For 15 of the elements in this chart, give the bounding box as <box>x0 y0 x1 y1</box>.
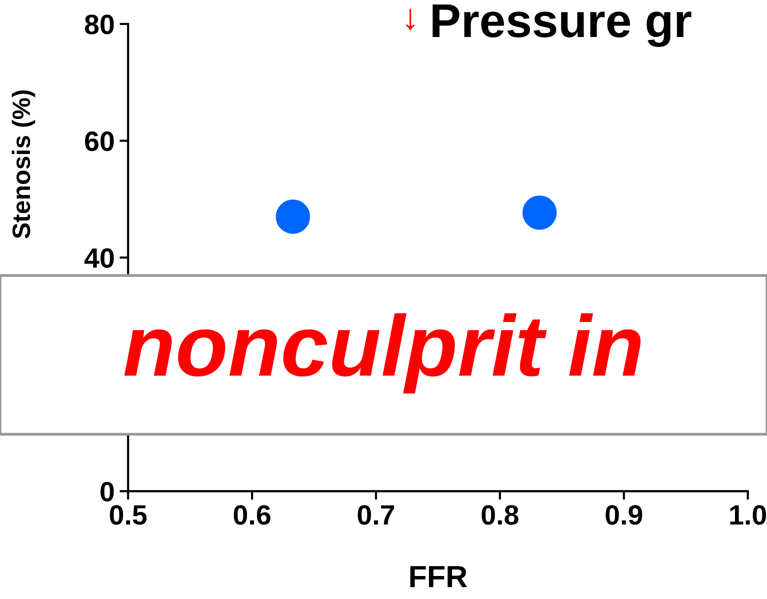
annotation: ↓ <box>406 8 415 30</box>
annotation: nonculprit in <box>124 313 641 394</box>
x-tick-label: 0.8 <box>482 505 518 525</box>
x-tick-label: 0.9 <box>606 505 642 525</box>
y-tick-label: 40 <box>84 248 114 268</box>
y-tick-label: 0 <box>100 482 114 502</box>
x-axis-title: FFR <box>410 566 468 588</box>
x-tick-label: 0.7 <box>358 505 394 525</box>
x-tick-label: 0.6 <box>234 505 270 525</box>
y-tick-label: 60 <box>85 131 114 152</box>
chart-title: Pressure gr <box>432 4 692 48</box>
y-axis-title: Stenosis (%) <box>12 90 36 238</box>
x-tick-label: 0.5 <box>110 505 147 525</box>
y-tick-label: 80 <box>84 14 114 34</box>
x-tick-label: 1.0 <box>730 505 766 525</box>
